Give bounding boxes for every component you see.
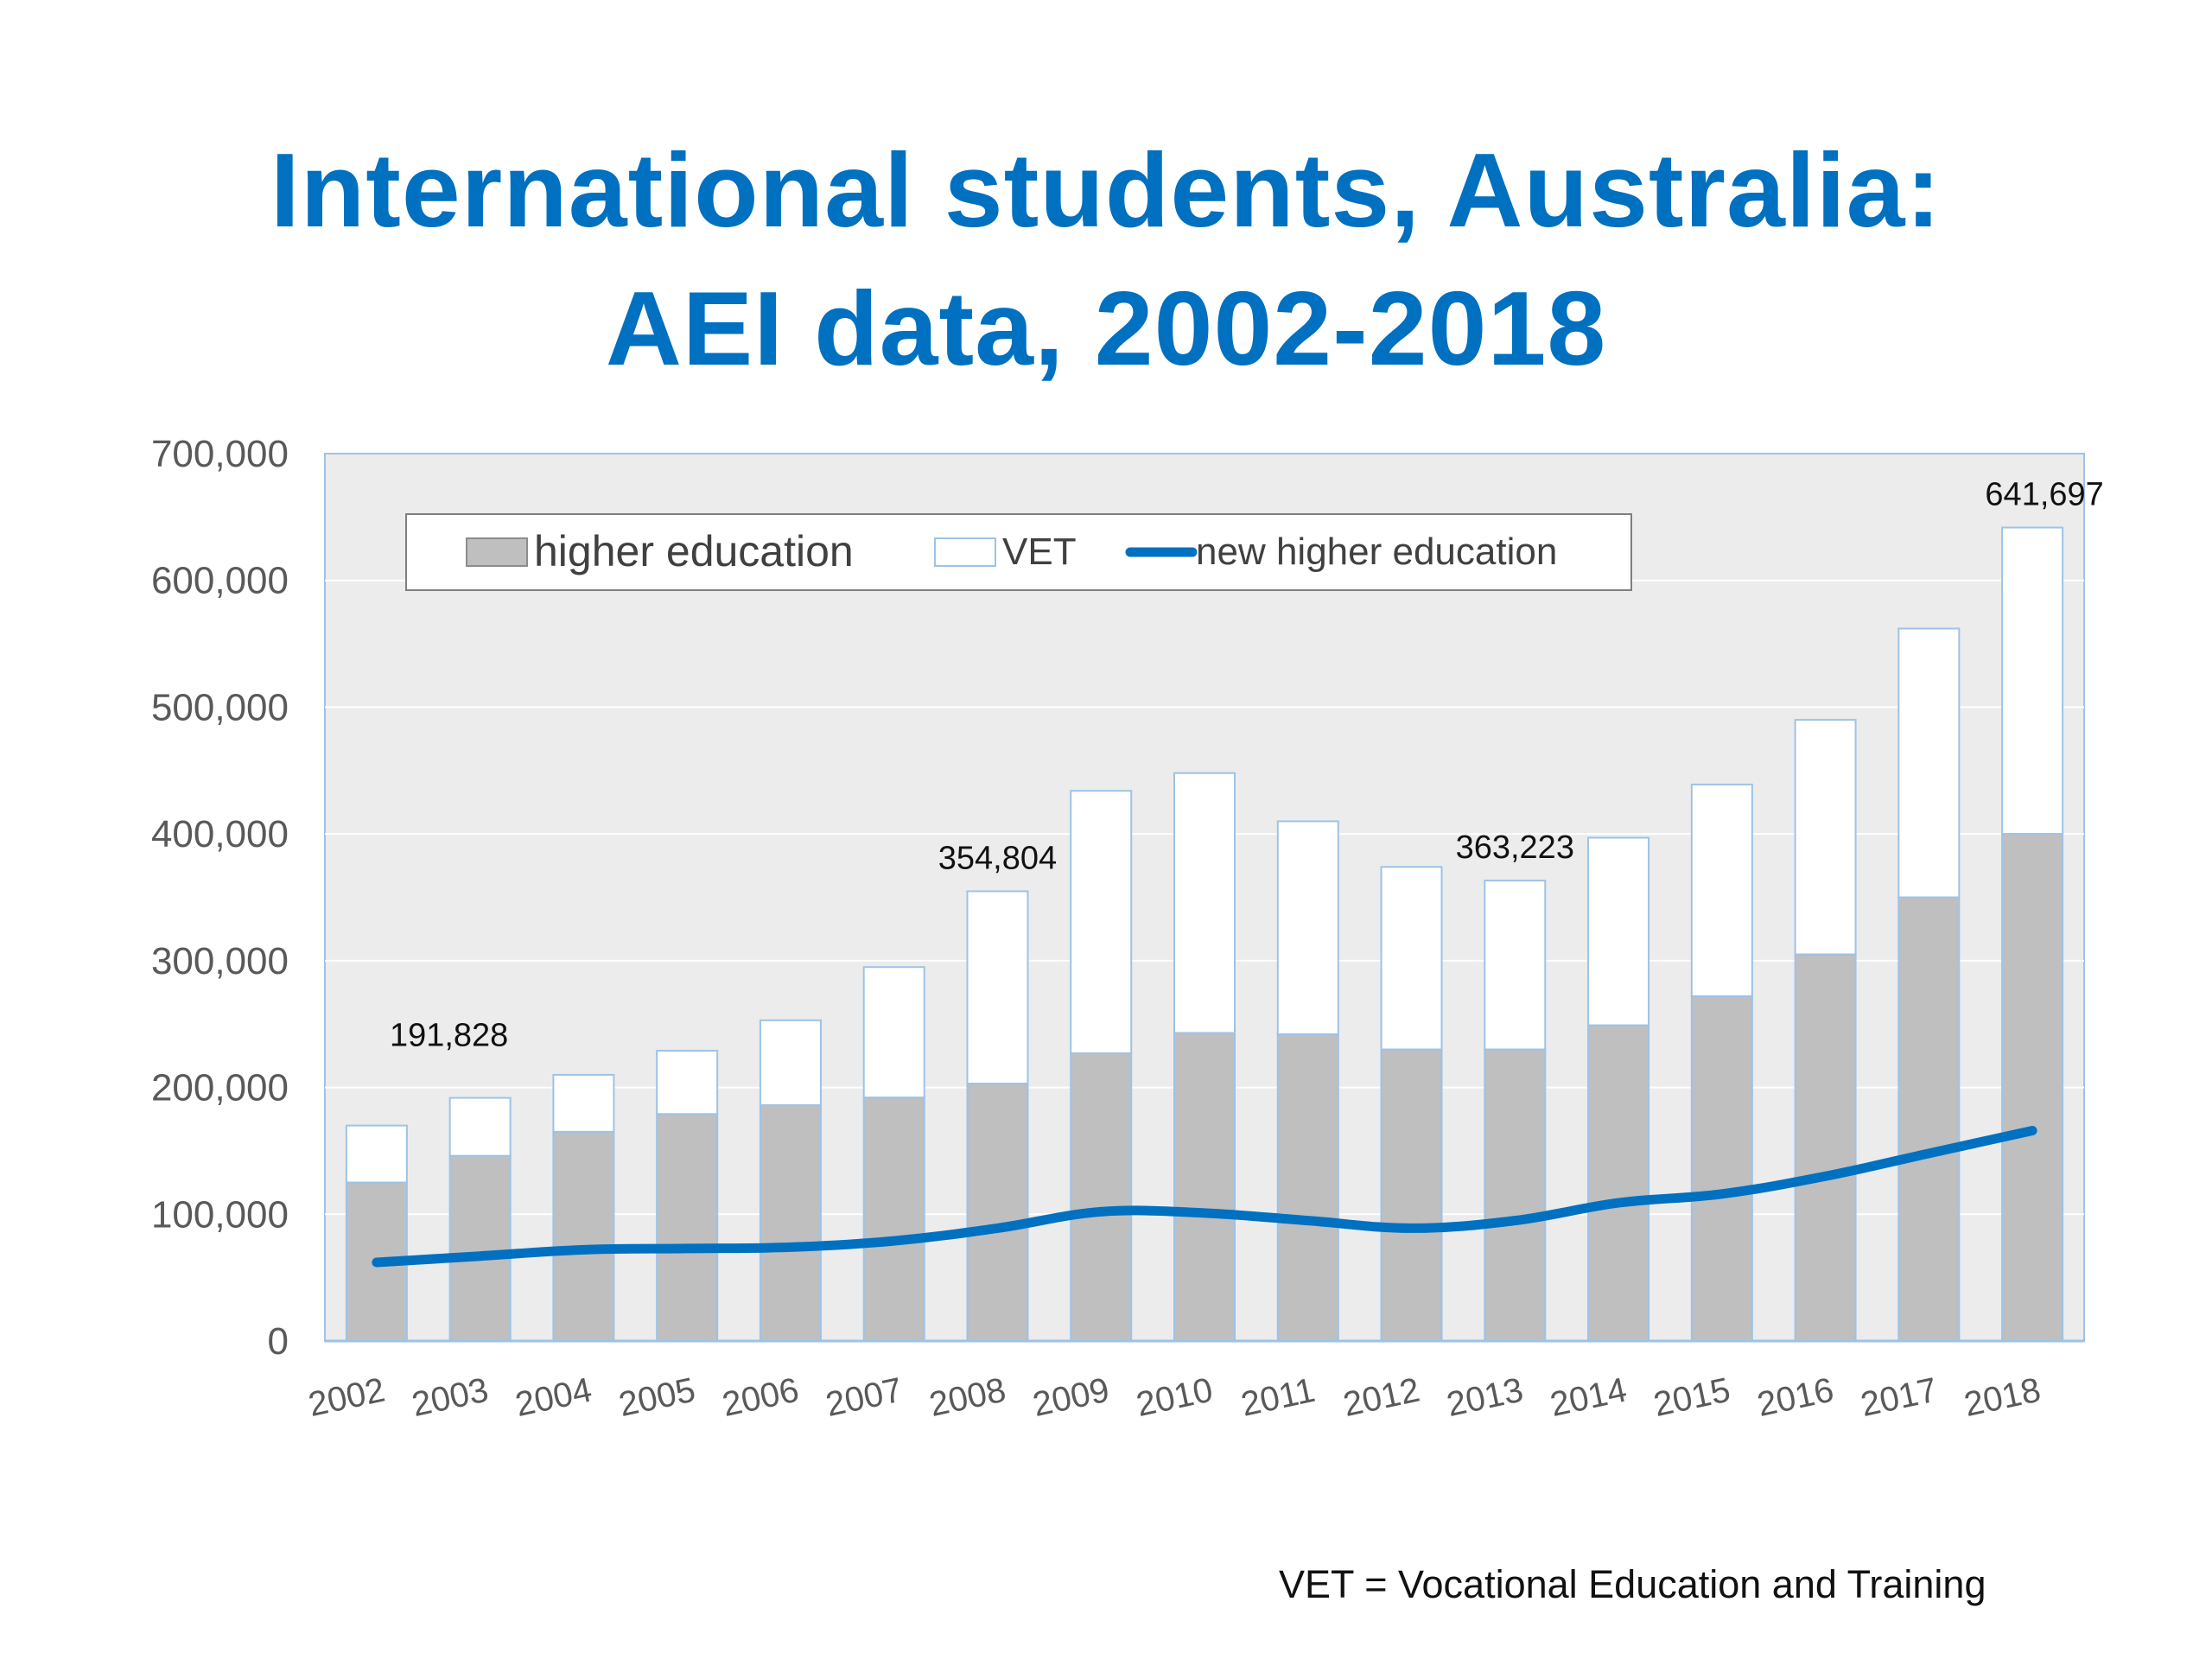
bar-vet xyxy=(1897,627,1961,899)
y-tick-label: 600,000 xyxy=(151,560,289,602)
bar-higher-education xyxy=(862,1096,925,1343)
bar-vet xyxy=(1484,880,1547,1051)
x-tick-label: 2006 xyxy=(719,1371,802,1425)
bar-higher-education xyxy=(448,1154,512,1342)
chart-title-line-1: International students, Australia: xyxy=(270,131,1942,249)
bar-higher-education xyxy=(1587,1024,1650,1342)
y-tick-label: 500,000 xyxy=(151,686,289,728)
bar-higher-education xyxy=(1484,1048,1547,1342)
bar-higher-education xyxy=(2001,833,2064,1342)
x-tick-label: 2017 xyxy=(1858,1371,1941,1425)
chart-title: International students, Australia: AEI d… xyxy=(0,121,2212,397)
x-tick-label: 2011 xyxy=(1237,1371,1318,1424)
bar-vet xyxy=(656,1050,719,1116)
bar-vet xyxy=(1276,820,1339,1035)
x-tick-label: 2009 xyxy=(1029,1371,1112,1425)
x-tick-label: 2004 xyxy=(512,1371,595,1425)
footnote: VET = Vocational Education and Training xyxy=(1279,1562,1986,1606)
x-tick-label: 2005 xyxy=(615,1371,698,1425)
bar-higher-education xyxy=(1897,896,1961,1342)
x-tick-label: 2015 xyxy=(1650,1371,1733,1425)
bar-higher-education xyxy=(966,1083,1029,1343)
y-tick-label: 300,000 xyxy=(151,940,289,982)
bar-vet xyxy=(345,1124,408,1184)
legend-label-vet: VET xyxy=(1002,531,1077,573)
bar-higher-education xyxy=(1070,1052,1133,1343)
y-tick-label: 400,000 xyxy=(151,813,289,855)
x-tick-label: 2007 xyxy=(823,1371,906,1425)
bar-higher-education xyxy=(1690,995,1753,1342)
data-label: 363,223 xyxy=(1456,830,1574,866)
x-tick-label: 2010 xyxy=(1133,1371,1216,1425)
legend-label-higher-education: higher education xyxy=(534,527,854,575)
x-tick-label: 2013 xyxy=(1443,1371,1526,1425)
y-tick-label: 200,000 xyxy=(151,1067,289,1109)
bar-vet xyxy=(966,890,1029,1085)
legend: higher education VET new higher education xyxy=(405,513,1632,591)
x-tick-label: 2014 xyxy=(1547,1371,1630,1425)
bar-higher-education xyxy=(552,1130,615,1342)
bar-vet xyxy=(759,1019,822,1107)
bar-vet xyxy=(448,1096,512,1157)
bar-vet xyxy=(1380,866,1443,1051)
bar-higher-education xyxy=(759,1104,822,1343)
bar-vet xyxy=(1794,719,1857,956)
chart-title-line-2: AEI data, 2002-2018 xyxy=(605,270,1607,387)
bar-vet xyxy=(1587,836,1650,1027)
y-tick-label: 0 xyxy=(268,1320,289,1363)
bar-vet xyxy=(1173,772,1236,1034)
data-label: 191,828 xyxy=(390,1018,508,1054)
y-tick-label: 100,000 xyxy=(151,1193,289,1236)
legend-swatch-vet xyxy=(934,537,996,567)
x-tick-label: 2003 xyxy=(409,1371,492,1425)
data-label: 641,697 xyxy=(1985,477,2103,513)
bar-vet xyxy=(2001,526,2064,836)
bar-higher-education xyxy=(656,1113,719,1343)
bar-higher-education xyxy=(1380,1048,1443,1342)
x-tick-label: 2008 xyxy=(926,1371,1009,1425)
bar-vet xyxy=(552,1073,615,1133)
x-tick-label: 2012 xyxy=(1340,1371,1423,1425)
bar-vet xyxy=(862,966,925,1099)
bar-vet xyxy=(1690,783,1753,997)
x-tick-label: 2016 xyxy=(1754,1371,1837,1425)
legend-label-new-higher-education: new higher education xyxy=(1196,531,1557,573)
legend-swatch-higher-education xyxy=(466,537,528,567)
line-new-higher-education xyxy=(372,1125,2037,1268)
x-tick-label: 2002 xyxy=(305,1371,388,1425)
bar-higher-education xyxy=(1276,1033,1339,1342)
x-tick-label: 2018 xyxy=(1961,1371,2044,1425)
data-label: 354,804 xyxy=(938,840,1057,876)
bar-vet xyxy=(1070,790,1133,1054)
bar-higher-education xyxy=(1173,1032,1236,1342)
legend-box xyxy=(405,513,1632,591)
bar-higher-education xyxy=(1794,953,1857,1343)
y-tick-label: 700,000 xyxy=(151,433,289,475)
